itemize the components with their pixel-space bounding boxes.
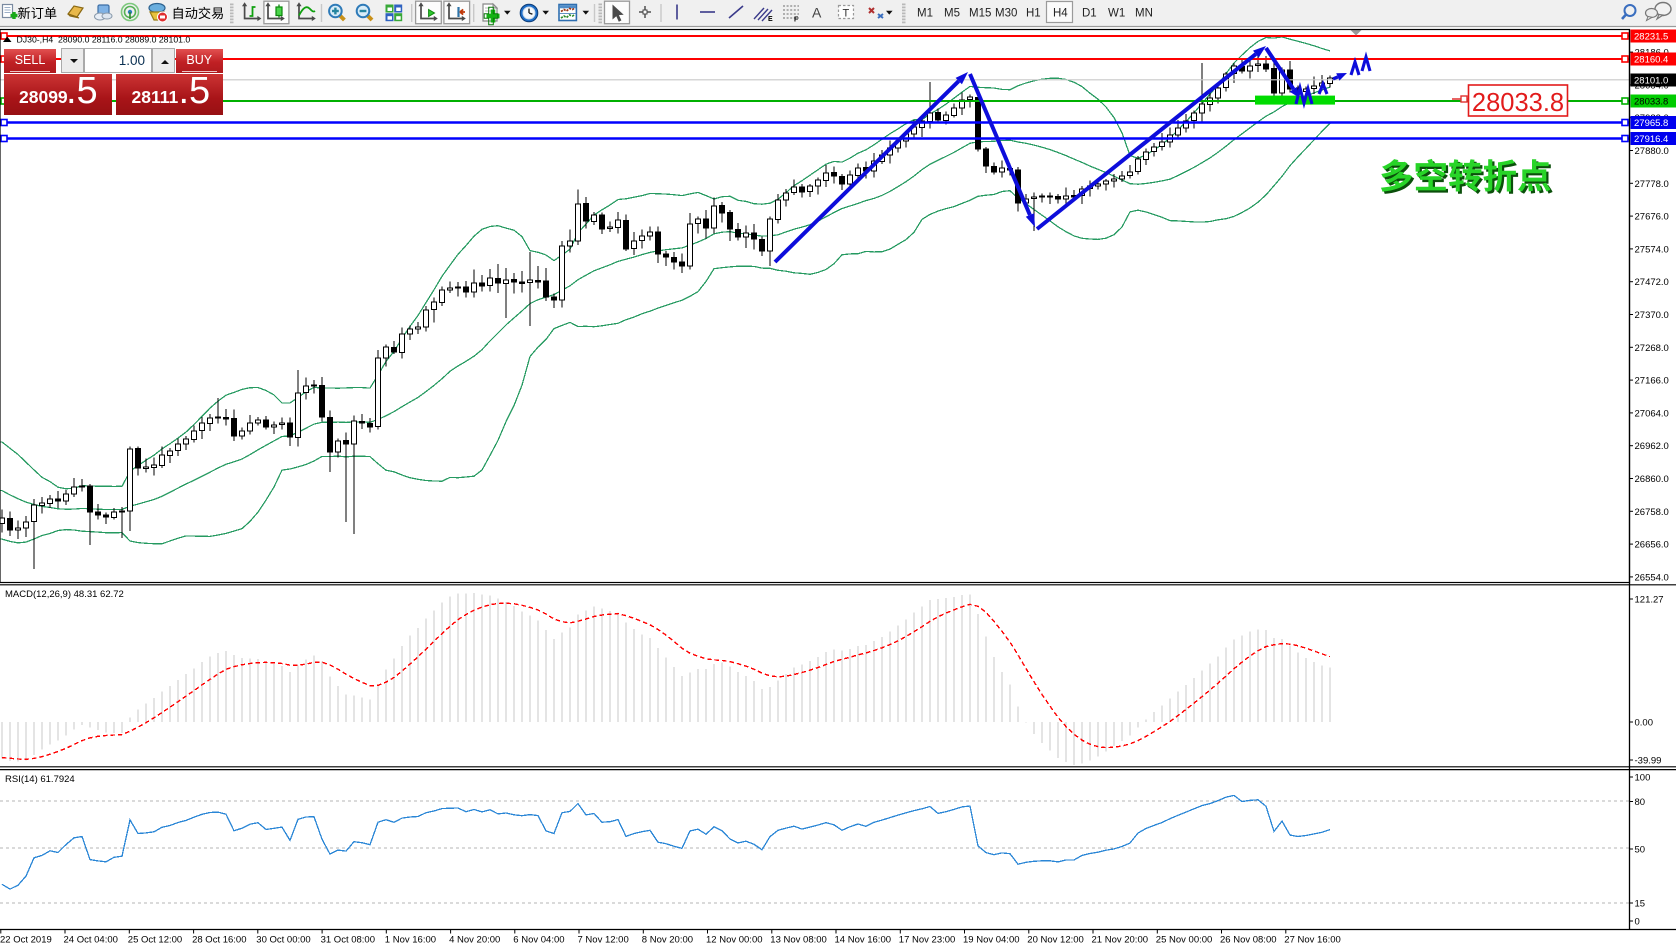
svg-text:28033.8: 28033.8 — [1472, 89, 1564, 117]
svg-text:25 Nov 00:00: 25 Nov 00:00 — [1156, 935, 1213, 946]
svg-text:M1: M1 — [917, 8, 933, 20]
svg-text:24 Oct 04:00: 24 Oct 04:00 — [64, 935, 118, 946]
svg-text:W1: W1 — [1108, 8, 1125, 20]
svg-text:0: 0 — [1635, 917, 1640, 928]
svg-text:T: T — [843, 8, 850, 20]
svg-text:28101.0: 28101.0 — [1634, 76, 1668, 87]
svg-text:21 Nov 20:00: 21 Nov 20:00 — [1092, 935, 1149, 946]
svg-text:H4: H4 — [1053, 8, 1068, 20]
svg-text:31 Oct 08:00: 31 Oct 08:00 — [321, 935, 375, 946]
svg-text:F: F — [794, 17, 799, 24]
svg-text:27064.0: 27064.0 — [1635, 408, 1669, 419]
svg-text:27880.0: 27880.0 — [1635, 146, 1669, 157]
svg-text:20 Nov 12:00: 20 Nov 12:00 — [1027, 935, 1084, 946]
svg-text:27472.0: 27472.0 — [1635, 277, 1669, 288]
svg-text:28 Oct 16:00: 28 Oct 16:00 — [192, 935, 246, 946]
svg-text:27370.0: 27370.0 — [1635, 310, 1669, 321]
svg-text:26758.0: 26758.0 — [1635, 507, 1669, 518]
svg-text:26554.0: 26554.0 — [1635, 572, 1669, 583]
svg-text:26656.0: 26656.0 — [1635, 540, 1669, 551]
svg-text:19 Nov 04:00: 19 Nov 04:00 — [963, 935, 1020, 946]
svg-text:14 Nov 16:00: 14 Nov 16:00 — [835, 935, 892, 946]
svg-text:26 Nov 08:00: 26 Nov 08:00 — [1220, 935, 1277, 946]
svg-text:4 Nov 20:00: 4 Nov 20:00 — [449, 935, 500, 946]
svg-text:7 Nov 12:00: 7 Nov 12:00 — [578, 935, 629, 946]
svg-text:13 Nov 08:00: 13 Nov 08:00 — [770, 935, 827, 946]
svg-text:100: 100 — [1635, 773, 1651, 784]
svg-text:A: A — [812, 5, 822, 21]
svg-text:27676.0: 27676.0 — [1635, 212, 1669, 223]
svg-text:RSI(14) 61.7924: RSI(14) 61.7924 — [5, 774, 75, 785]
svg-text:12 Nov 00:00: 12 Nov 00:00 — [706, 935, 763, 946]
svg-text:DJ30-,H4 28090.0 28116.0 2808: DJ30-,H4 28090.0 28116.0 28089.0 28101.0 — [17, 35, 191, 45]
svg-text:27916.4: 27916.4 — [1634, 134, 1668, 145]
svg-text:M15: M15 — [969, 8, 991, 20]
svg-text:6 Nov 04:00: 6 Nov 04:00 — [513, 935, 564, 946]
svg-text:-39.99: -39.99 — [1635, 756, 1662, 767]
svg-text:22 Oct 2019: 22 Oct 2019 — [0, 935, 52, 946]
svg-text:50: 50 — [1635, 845, 1646, 856]
svg-text:H1: H1 — [1026, 8, 1041, 20]
svg-text:25 Oct 12:00: 25 Oct 12:00 — [128, 935, 182, 946]
svg-text:1 Nov 16:00: 1 Nov 16:00 — [385, 935, 436, 946]
svg-text:27268.0: 27268.0 — [1635, 343, 1669, 354]
svg-text:27 Nov 16:00: 27 Nov 16:00 — [1284, 935, 1341, 946]
svg-text:M30: M30 — [995, 8, 1017, 20]
svg-text:MACD(12,26,9) 48.31 62.72: MACD(12,26,9) 48.31 62.72 — [5, 589, 124, 600]
svg-text:8 Nov 20:00: 8 Nov 20:00 — [642, 935, 693, 946]
svg-text:28160.4: 28160.4 — [1634, 55, 1668, 66]
svg-text:80: 80 — [1635, 797, 1646, 808]
svg-text:26962.0: 26962.0 — [1635, 441, 1669, 452]
svg-text:0.00: 0.00 — [1635, 718, 1654, 729]
svg-text:27965.8: 27965.8 — [1634, 118, 1668, 129]
svg-text:27574.0: 27574.0 — [1635, 244, 1669, 255]
svg-text:17 Nov 23:00: 17 Nov 23:00 — [899, 935, 956, 946]
svg-text:26860.0: 26860.0 — [1635, 474, 1669, 485]
svg-text:E: E — [768, 16, 773, 23]
svg-text:30 Oct 00:00: 30 Oct 00:00 — [256, 935, 310, 946]
svg-text:MN: MN — [1135, 8, 1153, 20]
svg-text:D1: D1 — [1082, 8, 1097, 20]
svg-text:28231.5: 28231.5 — [1634, 32, 1668, 43]
svg-text:27166.0: 27166.0 — [1635, 376, 1669, 387]
svg-text:28033.8: 28033.8 — [1634, 97, 1668, 108]
svg-text:27778.0: 27778.0 — [1635, 179, 1669, 190]
svg-text:121.27: 121.27 — [1635, 595, 1664, 606]
svg-text:M5: M5 — [944, 8, 960, 20]
svg-text:15: 15 — [1635, 899, 1646, 910]
